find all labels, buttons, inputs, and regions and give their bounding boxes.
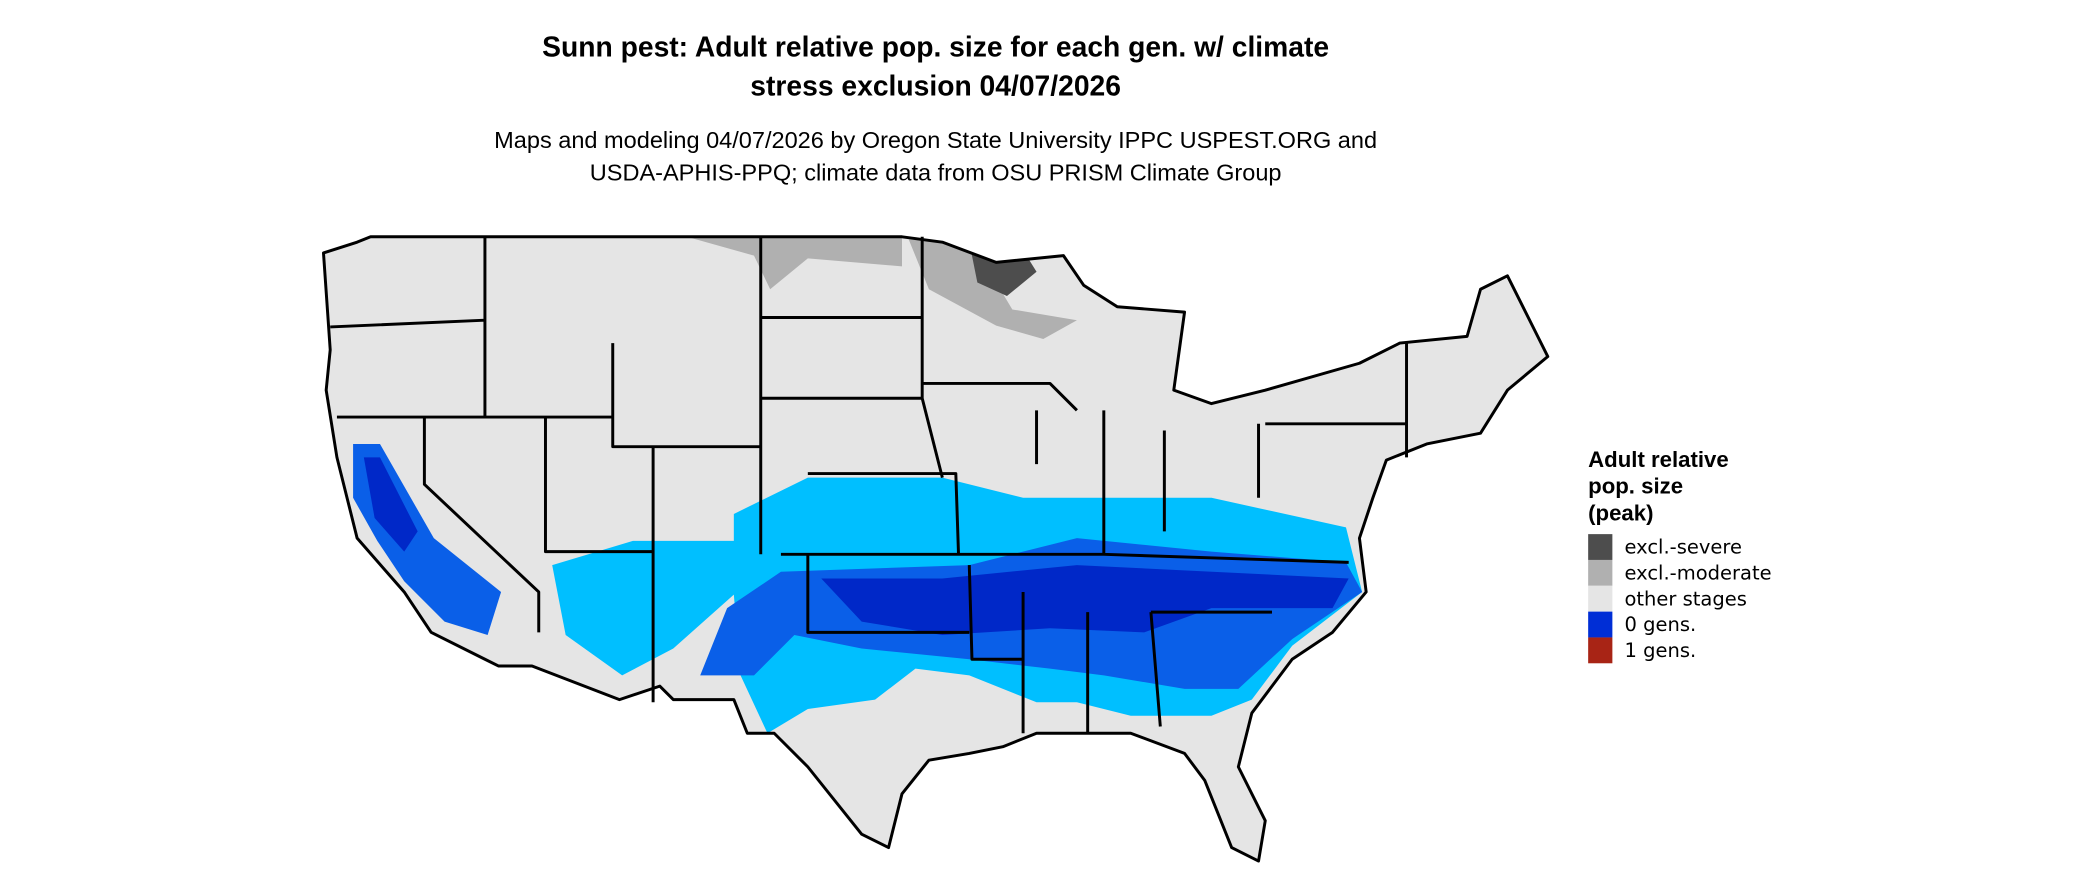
subtitle-line-2: USDA-APHIS-PPQ; climate data from OSU PR… (590, 159, 1282, 185)
legend-title-line-3: (peak) (1588, 501, 1653, 526)
legend-swatch (1588, 559, 1613, 586)
title-line-2: stress exclusion 04/07/2026 (750, 70, 1121, 102)
subtitle-line-1: Maps and modeling 04/07/2026 by Oregon S… (494, 127, 1377, 153)
state-borders (322, 235, 1550, 863)
legend-swatch (1588, 637, 1613, 664)
legend-label: excl.-moderate (1624, 561, 1771, 584)
excl-moderate-area-north-dakota (686, 236, 903, 290)
legend-label: excl.-severe (1624, 536, 1742, 559)
legend-swatch (1588, 585, 1613, 612)
legend: Adult relative pop. size (peak) excl.-se… (1588, 447, 1772, 664)
legend-swatch (1588, 534, 1613, 560)
california-dark-blue-area (363, 457, 418, 552)
legend-swatch (1588, 611, 1613, 638)
legend-label: 1 gens. (1624, 639, 1696, 662)
legend-title-line-2: pop. size (1588, 474, 1683, 499)
legend-title-line-1: Adult relative (1588, 447, 1729, 472)
dark-blue-band (821, 565, 1349, 636)
legend-label: 0 gens. (1624, 613, 1696, 636)
us-map (322, 235, 1550, 863)
legend-label: other stages (1624, 587, 1746, 610)
title-line-1: Sunn pest: Adult relative pop. size for … (542, 31, 1329, 63)
